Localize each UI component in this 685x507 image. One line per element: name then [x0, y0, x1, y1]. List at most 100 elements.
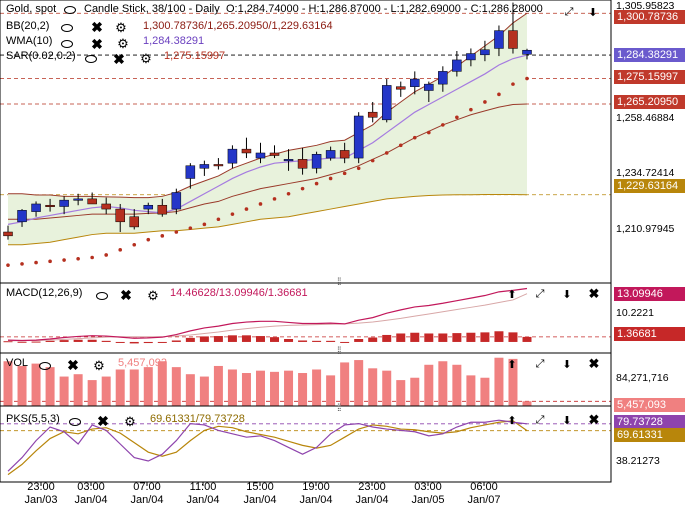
macd-eye-icon[interactable]: [95, 289, 109, 303]
bb-gear-icon[interactable]: ⚙: [115, 20, 127, 35]
pks-move-up-icon[interactable]: ⬆: [507, 414, 517, 427]
macd-histogram-bar: [59, 340, 69, 342]
sar-dot: [146, 237, 151, 242]
candle-body: [255, 152, 266, 159]
time-label-hour: 03:00: [414, 481, 442, 493]
vol-eye-icon[interactable]: [38, 359, 52, 373]
candle-body: [494, 30, 504, 49]
vol-move-up-icon[interactable]: ⬆: [507, 358, 517, 371]
macd-histogram-bar: [143, 341, 153, 344]
wma-eye-icon[interactable]: [60, 37, 74, 51]
volume-bar: [340, 362, 350, 406]
candle-body: [353, 115, 364, 159]
price-tick-2: 1,234.72414: [616, 167, 675, 179]
volume-bar: [17, 365, 27, 406]
volume-bar: [466, 375, 476, 406]
macd-signal-line: [7, 293, 528, 342]
pks-eye-icon[interactable]: [68, 415, 82, 429]
pks-values: 69.61331/79.73728: [150, 413, 245, 425]
macd-histogram-bar: [213, 336, 223, 342]
visibility-eye-icon[interactable]: [63, 3, 77, 17]
pks-move-down-icon[interactable]: ⬇: [562, 414, 572, 427]
macd-histogram-bar: [270, 337, 280, 342]
sar-dot: [286, 191, 291, 196]
volume-bar: [171, 367, 181, 406]
volume-bar: [480, 377, 490, 406]
sar-tag: 1,275.15997: [614, 70, 685, 84]
candle-body: [381, 85, 392, 121]
volume-bar: [101, 376, 111, 406]
pks-close-icon[interactable]: ✖: [97, 412, 109, 429]
bb-mid-tag: 1,265.20950: [614, 95, 685, 109]
volume-bar: [143, 367, 153, 406]
macd-histogram-bar: [17, 341, 27, 343]
sar-dot: [525, 76, 529, 81]
vol-value: 5,457,093: [118, 357, 167, 369]
wma-gear-icon[interactable]: ⚙: [117, 36, 129, 51]
symbol-label: Gold, spot: [6, 3, 57, 15]
macd-drag-handle[interactable]: ⁞⁞: [337, 277, 341, 288]
pks-drag-handle[interactable]: ⁞⁞: [337, 403, 341, 414]
candle-body: [283, 159, 294, 162]
macd-remove-icon[interactable]: ✖: [588, 286, 600, 301]
vol-drag-handle[interactable]: ⁞⁞: [337, 346, 341, 357]
bb-close-icon[interactable]: ✖: [91, 18, 103, 35]
pks-remove-icon[interactable]: ✖: [588, 412, 600, 427]
volume-bar: [45, 367, 55, 406]
candle-body: [508, 30, 518, 49]
macd-histogram-bar: [312, 340, 322, 342]
macd-name: MACD(12,26,9): [6, 287, 83, 299]
time-label-date: Jan/03: [24, 494, 58, 506]
pks-gear-icon[interactable]: ⚙: [124, 414, 136, 429]
bb-eye-icon[interactable]: [60, 21, 74, 35]
panel-frames: [0, 0, 612, 486]
candle-body: [438, 71, 448, 85]
macd-values: 14.46628/13.09946/1.36681: [170, 287, 308, 299]
macd-histogram-bar: [185, 337, 195, 342]
volume-bar: [59, 376, 69, 406]
arrow-down-icon[interactable]: ⬇: [588, 6, 598, 19]
macd-maximize-icon[interactable]: ⤢: [535, 287, 545, 300]
sar-dot: [455, 115, 459, 120]
volume-bar: [87, 380, 97, 406]
candle-body: [115, 208, 125, 223]
sar-dot: [174, 230, 179, 234]
sar-dot: [76, 256, 80, 261]
sar-dot: [188, 226, 193, 230]
candle-body: [325, 150, 336, 159]
volume-bar: [115, 369, 125, 406]
macd-histogram-bar: [466, 332, 476, 342]
vol-move-down-icon[interactable]: ⬇: [562, 358, 572, 371]
time-label-date: Jan/04: [243, 494, 277, 506]
macd-tick: 10.2221: [616, 307, 654, 319]
bb-upper-tag: 1,300.78736: [614, 10, 685, 24]
macd-close-icon[interactable]: ✖: [120, 286, 132, 303]
candle-body: [269, 152, 280, 156]
time-label-hour: 23:00: [358, 481, 386, 493]
sar-eye-icon[interactable]: [84, 52, 98, 66]
macd-gear-icon[interactable]: ⚙: [147, 288, 159, 303]
sar-close-icon[interactable]: ✖: [113, 50, 125, 67]
vol-gear-icon[interactable]: ⚙: [93, 358, 105, 373]
candle-body: [129, 216, 139, 228]
sar-dot: [483, 100, 487, 104]
sar-dot: [441, 123, 445, 127]
vol-remove-icon[interactable]: ✖: [588, 356, 600, 371]
pks-maximize-icon[interactable]: ⤢: [535, 413, 545, 426]
vol-close-icon[interactable]: ✖: [67, 356, 79, 373]
macd-histogram-bar: [480, 332, 490, 342]
bb-name: BB(20,2): [6, 20, 50, 32]
price-axis-top: 1,305.95823: [616, 0, 675, 12]
vol-maximize-icon[interactable]: ⤢: [535, 357, 545, 370]
sar-dot: [300, 186, 305, 191]
volume-bar: [270, 371, 280, 406]
vol-tag: 5,457,093: [614, 398, 685, 412]
maximize-icon[interactable]: ⤢: [564, 5, 574, 18]
macd-move-down-icon[interactable]: ⬇: [562, 288, 572, 301]
macd-move-up-icon[interactable]: ⬆: [507, 288, 517, 301]
wma-close-icon[interactable]: ✖: [91, 35, 103, 52]
wma-name: WMA(10): [6, 35, 53, 47]
sar-gear-icon[interactable]: ⚙: [140, 51, 152, 66]
time-label-date: Jan/05: [411, 494, 445, 506]
